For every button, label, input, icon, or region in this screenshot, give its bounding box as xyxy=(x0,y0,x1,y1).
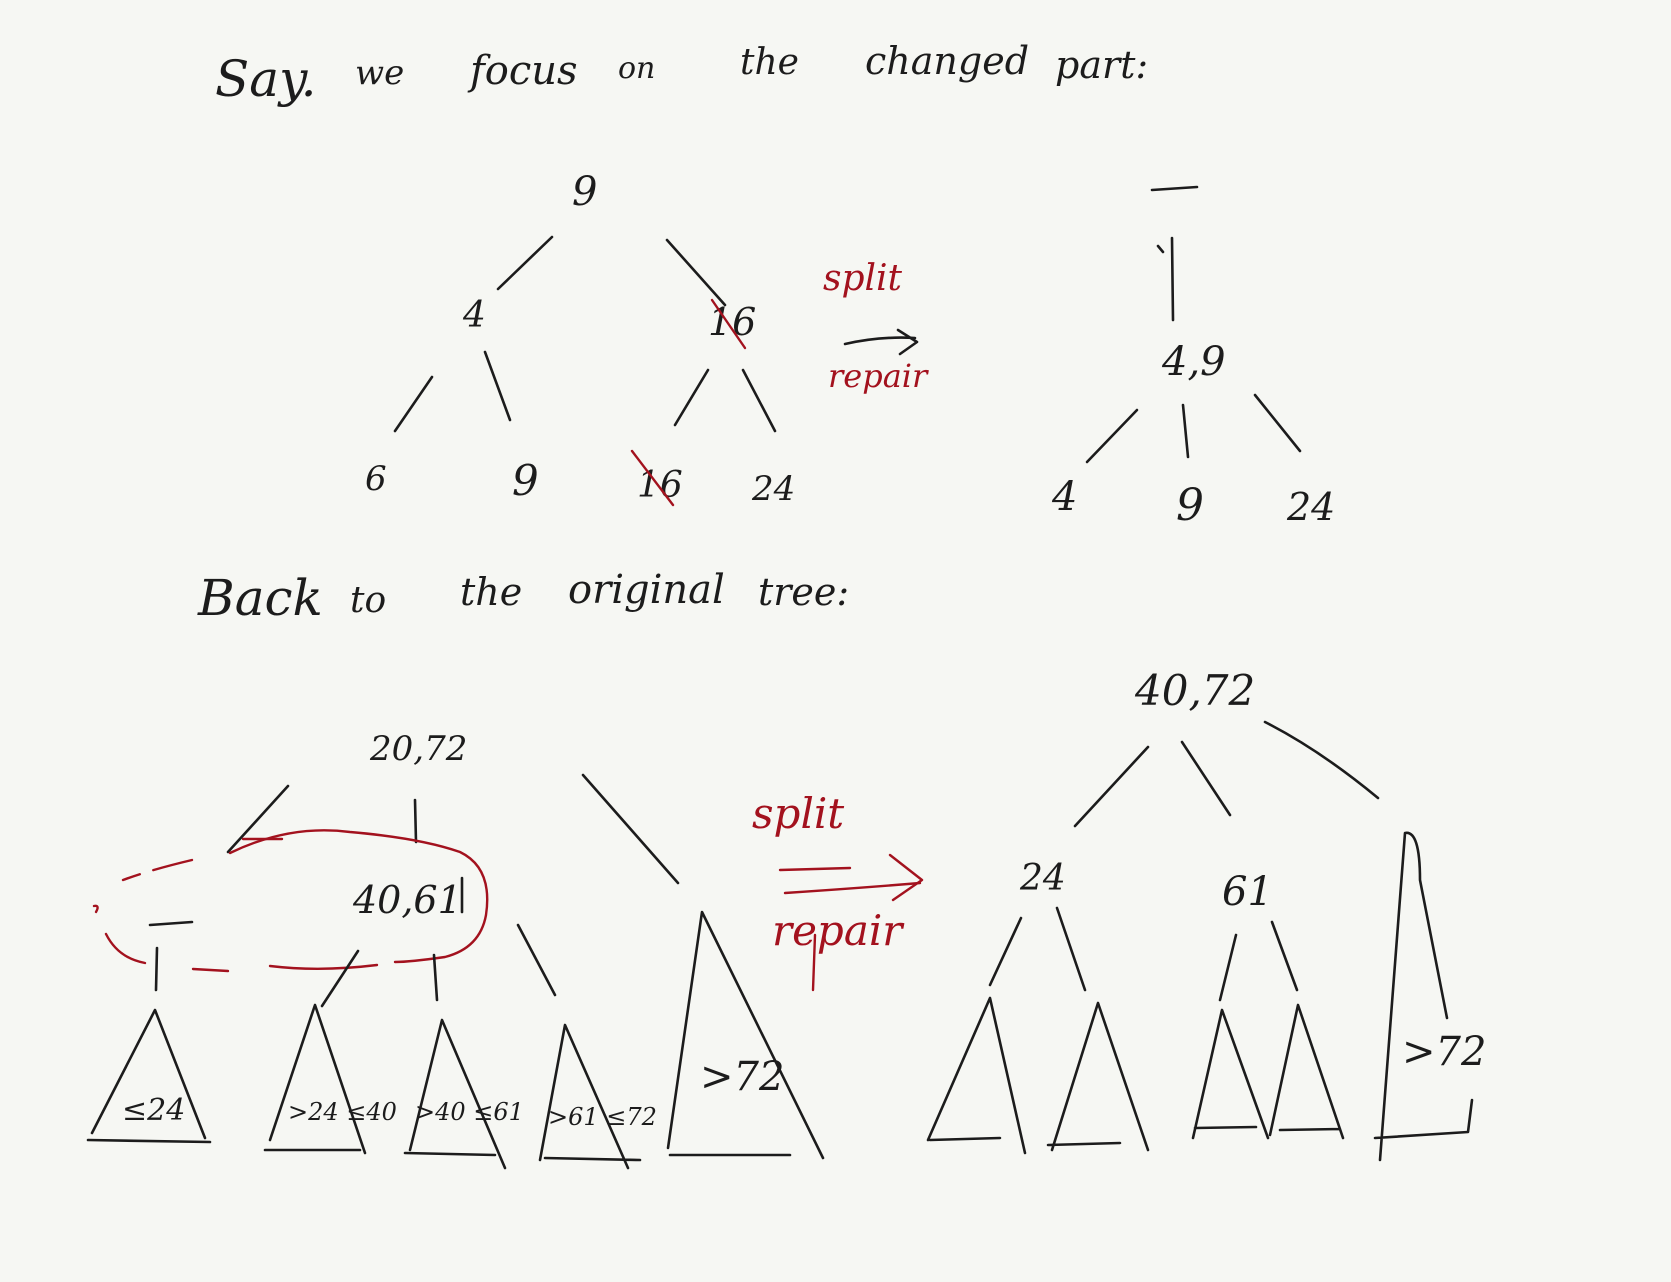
tree-edge xyxy=(665,238,727,307)
small-leaf-key: 16 xyxy=(637,465,683,506)
heading-top: Say. we focus on the changed part: xyxy=(215,39,1148,108)
tree-edge xyxy=(483,350,512,422)
heading-top-word: the xyxy=(740,42,799,83)
subtree-triangle xyxy=(666,910,825,1160)
subtree-label: ≤24 xyxy=(122,1093,185,1128)
tree-edge xyxy=(1181,403,1190,459)
heading-top-word: focus xyxy=(467,48,578,94)
big-tree-after: 40,72 24 61 >72 xyxy=(926,666,1486,1162)
heading-bottom-word: Back xyxy=(197,569,323,627)
subtree-triangle xyxy=(263,1003,367,1155)
subtree-label: >61 ≤72 xyxy=(548,1103,657,1131)
small-leaf-key: 9 xyxy=(512,456,539,505)
tree-edge xyxy=(432,953,439,1002)
subtree-triangle xyxy=(1268,1003,1345,1140)
highlight-outline xyxy=(104,932,147,965)
arrow-mark xyxy=(778,866,852,872)
small-leaf-key: 24 xyxy=(751,469,795,509)
empty-node-dash xyxy=(148,920,194,927)
tree-edge xyxy=(516,923,557,997)
subtree-triangle xyxy=(1191,1008,1270,1140)
split-label: split xyxy=(823,258,903,299)
subtree-label: >72 xyxy=(1402,1029,1486,1075)
highlight-outline xyxy=(92,904,99,914)
heading-top-word: on xyxy=(618,51,655,86)
tree-edge xyxy=(1180,740,1232,817)
tree-edge xyxy=(1156,244,1165,254)
subtree-triangle xyxy=(1373,831,1474,1162)
heading-top-word: Say. xyxy=(215,50,317,108)
big-after-root-keys: 40,72 xyxy=(1134,666,1255,715)
tree-edge xyxy=(1085,408,1139,464)
small-leaf-key: 6 xyxy=(365,459,387,499)
highlight-outline xyxy=(121,858,194,882)
subtree-triangle xyxy=(926,996,1027,1155)
subtree-triangle xyxy=(1046,1001,1150,1152)
arrow-shaft xyxy=(783,881,922,895)
small-tree-before: 9 4 16 6 9 16 24 xyxy=(365,169,795,509)
tree-edge xyxy=(1218,933,1238,1002)
tree-edge xyxy=(393,375,434,433)
split-repair-arrow-bottom: split repair xyxy=(752,789,924,992)
tree-edge xyxy=(154,946,159,992)
big-tree-before: 20,72 40,61 ≤24 >24 ≤40 >40 ≤61 >61 ≤72 … xyxy=(86,729,825,1170)
repair-label: repair xyxy=(828,357,929,395)
tree-edge xyxy=(1073,745,1150,828)
tree-edge xyxy=(1170,236,1175,322)
highlight-outline xyxy=(191,967,230,973)
sibling-node-keys: 40,61 xyxy=(352,878,462,922)
tree-edge xyxy=(581,773,680,885)
tree-edge xyxy=(413,798,418,844)
subtree-label: >40 ≤61 xyxy=(415,1098,524,1126)
subtree-label: >72 xyxy=(700,1054,784,1100)
strike-mark xyxy=(710,298,747,350)
big-after-left-key: 24 xyxy=(1019,858,1066,899)
heading-top-word: part: xyxy=(1055,43,1148,87)
tree-edge xyxy=(1055,906,1087,992)
heading-bottom-word: tree: xyxy=(758,570,849,614)
tree-edge xyxy=(741,368,777,433)
split-label: split xyxy=(752,789,844,838)
small-merged-node-key: 4,9 xyxy=(1161,339,1226,385)
heading-bottom: Back to the original tree: xyxy=(197,567,849,627)
heading-top-word: we xyxy=(355,53,404,93)
arrow-head xyxy=(888,853,924,902)
small-root-key: 9 xyxy=(572,169,597,215)
heading-bottom-word: to xyxy=(350,580,386,621)
tree-edge xyxy=(1263,720,1380,800)
arrow-shaft xyxy=(843,336,917,346)
big-after-mid-key: 61 xyxy=(1222,869,1273,915)
highlight-outline xyxy=(228,829,489,964)
small-leaf-key: 9 xyxy=(1176,480,1204,531)
strike-mark xyxy=(630,449,675,507)
small-tree-after: 4,9 4 9 24 xyxy=(1051,185,1335,531)
tree-edge xyxy=(320,949,360,1008)
small-leaf-key: 24 xyxy=(1286,485,1335,529)
highlight-outline xyxy=(268,963,379,970)
heading-bottom-word: original xyxy=(568,567,725,613)
subtree-label: >24 ≤40 xyxy=(288,1098,397,1126)
split-repair-arrow-top: split repair xyxy=(823,258,929,395)
subtree-triangle xyxy=(86,1008,212,1144)
subtree-triangle xyxy=(538,1023,642,1170)
arrow-mark xyxy=(811,933,817,992)
small-left-key: 4 xyxy=(462,295,486,336)
heading-top-word: changed xyxy=(865,39,1029,83)
empty-root-dash xyxy=(1150,185,1199,192)
tree-edge xyxy=(226,784,290,854)
repair-label: repair xyxy=(772,906,905,955)
tree-edge xyxy=(673,368,710,427)
subtree-triangle xyxy=(403,1018,507,1170)
small-leaf-key: 4 xyxy=(1051,474,1077,520)
big-root-keys: 20,72 xyxy=(369,729,467,769)
tree-edge xyxy=(496,235,554,291)
tree-edge xyxy=(1270,920,1299,992)
heading-bottom-word: the xyxy=(460,570,522,614)
arrow-head xyxy=(896,328,919,356)
tree-edge xyxy=(1253,393,1302,453)
tree-edge xyxy=(988,916,1023,987)
